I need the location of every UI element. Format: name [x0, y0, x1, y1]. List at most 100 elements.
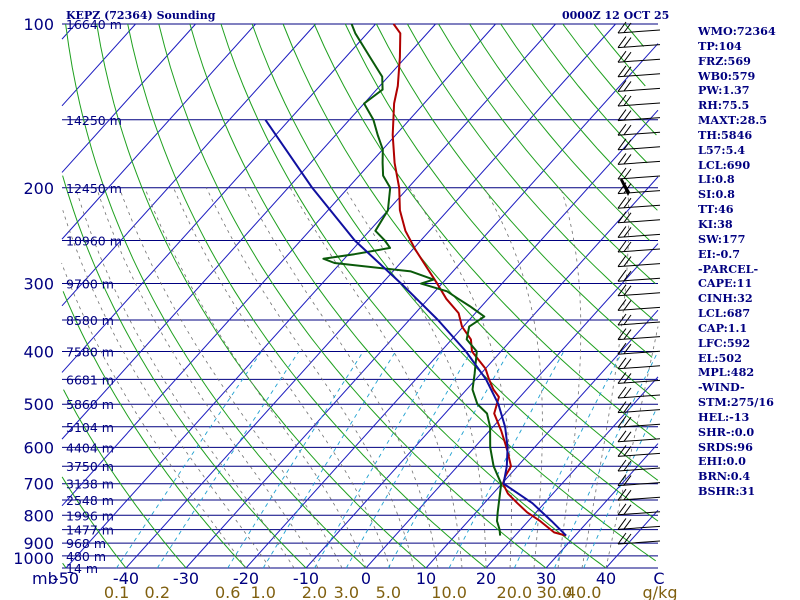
wind-barb-flag — [623, 197, 632, 208]
wind-barb-flag — [617, 372, 627, 384]
moist-adiabat — [119, 187, 343, 569]
temperature-tick-label: -50 — [53, 569, 79, 588]
pressure-tick-label: 600 — [23, 438, 54, 457]
wind-barb-flag — [623, 51, 632, 62]
wind-barb-flag — [617, 503, 627, 516]
wind-barb-flag — [623, 343, 632, 354]
wind-barb — [617, 438, 661, 443]
mixing-ratio-line — [262, 351, 396, 569]
wind-barb-flag — [623, 81, 632, 92]
mixing-ratio-unit: g/kg — [643, 583, 678, 600]
wind-barb-flag — [623, 285, 632, 296]
dry-adiabat — [500, 23, 658, 211]
isotherm-line — [185, 43, 659, 569]
wind-barb-flag — [617, 459, 627, 472]
wind-barb-flag — [623, 329, 632, 340]
wind-barb-flag — [617, 532, 627, 545]
wind-barb — [617, 175, 661, 180]
wind-barb-flag — [623, 402, 632, 413]
y-axis-label: mb — [32, 569, 58, 588]
wind-barb-flag — [623, 533, 632, 544]
wind-barb-flag — [617, 401, 627, 413]
wind-barb-flag — [617, 138, 627, 151]
isotherm-line — [61, 23, 436, 440]
wind-barb-flag — [617, 226, 627, 238]
dry-adiabat — [251, 23, 659, 522]
height-label: 5104 m — [66, 420, 114, 435]
pressure-tick-label: 400 — [23, 343, 54, 362]
wind-barb — [617, 117, 661, 122]
wind-barb-flag — [617, 299, 627, 311]
mixing-ratio-label: 0.6 — [215, 583, 240, 600]
index-line: RH:75.5 — [698, 98, 750, 113]
wind-barb-flag — [623, 416, 632, 427]
temperature-tick-label: 0 — [361, 569, 371, 588]
mixing-ratio-label: 3.0 — [334, 583, 359, 600]
wind-barb — [617, 482, 661, 487]
moist-adiabat — [409, 187, 512, 569]
mixing-ratio-line — [387, 351, 510, 569]
isotherm-line — [61, 23, 76, 40]
wind-barb — [617, 394, 661, 399]
mixing-ratio-label: 40.0 — [566, 583, 602, 600]
wind-barb-flag — [617, 240, 627, 253]
wind-barb-flag — [617, 284, 627, 297]
valid-time: 0000Z 12 OCT 25 — [562, 9, 670, 22]
dry-adiabat — [438, 23, 656, 284]
wind-barb-flag — [617, 386, 627, 399]
height-label: 10960 m — [66, 233, 122, 248]
wind-barb-flag — [623, 431, 632, 442]
dry-adiabat — [375, 23, 653, 358]
wind-barb-flag — [623, 212, 632, 223]
wind-barb-flag — [623, 270, 632, 281]
index-line: FRZ:569 — [698, 53, 751, 68]
mixing-ratio-line — [345, 351, 472, 569]
isotherm-line — [61, 23, 256, 240]
moist-adiabat — [483, 187, 543, 569]
wind-barb — [617, 496, 661, 501]
height-label: 480 m — [66, 549, 106, 564]
isotherm-line — [61, 23, 376, 373]
wind-barb — [617, 160, 661, 165]
height-label: 3138 m — [66, 477, 114, 492]
dry-adiabat — [282, 23, 659, 481]
temperature-tick-label: -40 — [113, 569, 139, 588]
index-line: -WIND- — [698, 380, 745, 395]
wind-barb-flag — [617, 65, 627, 78]
isotherm-line — [61, 23, 196, 173]
dry-adiabat — [65, 23, 367, 569]
dry-adiabat — [63, 389, 187, 569]
isotherm-line — [61, 23, 316, 307]
pressure-tick-label: 300 — [23, 275, 54, 294]
dewpoint-profile — [322, 23, 503, 536]
wind-pennant — [620, 178, 630, 196]
wind-barb — [617, 29, 661, 34]
indices-panel: WMO:72364 TP:104 FRZ:569 WB0:579 PW:1.37 RH:7… — [698, 24, 776, 499]
index-line: LCL:687 — [698, 306, 751, 321]
temperature-tick-label: 20 — [476, 569, 496, 588]
index-line: BSHR:31 — [698, 484, 756, 499]
wind-barb — [617, 306, 661, 311]
moist-adiabat — [289, 187, 463, 569]
mixing-ratio-line — [513, 351, 623, 569]
index-line: CINH:32 — [698, 291, 753, 306]
wind-barb-flag — [617, 50, 627, 63]
mixing-ratio-label: 2.0 — [302, 583, 327, 600]
wind-barb-flag — [623, 504, 632, 515]
dry-adiabat — [406, 23, 654, 321]
mixing-ratio-label: 0.1 — [104, 583, 129, 600]
wind-barb — [617, 540, 661, 545]
height-label: 5860 m — [66, 397, 114, 412]
index-line: EI:-0.7 — [698, 246, 740, 261]
wind-barb-flag — [623, 300, 632, 311]
mixing-ratio-label: 10.0 — [431, 583, 467, 600]
index-line: SRDS:96 — [698, 439, 753, 454]
index-line: LI:0.8 — [698, 172, 735, 187]
wind-barb-flag — [617, 94, 627, 107]
moist-adiabat — [344, 187, 487, 568]
dry-adiabat — [127, 23, 487, 569]
height-label: 7580 m — [66, 345, 114, 360]
parcel-trace — [264, 119, 567, 537]
